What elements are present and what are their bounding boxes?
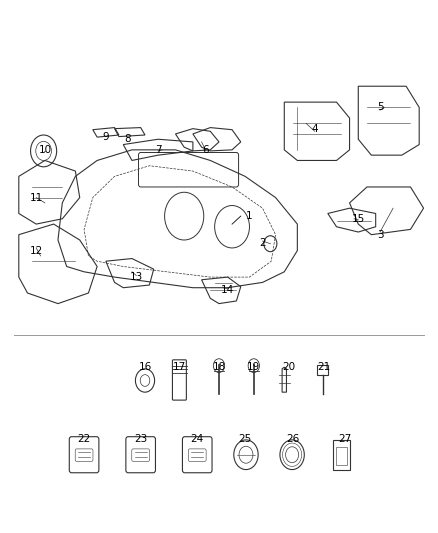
Text: 4: 4 (311, 124, 318, 134)
Text: 5: 5 (377, 102, 383, 112)
Text: 17: 17 (173, 362, 187, 372)
Text: 12: 12 (30, 246, 43, 256)
Text: 2: 2 (259, 238, 266, 248)
Text: 21: 21 (317, 362, 330, 372)
Text: 6: 6 (203, 145, 209, 155)
Text: 27: 27 (339, 434, 352, 444)
Text: 23: 23 (134, 434, 147, 444)
Text: 20: 20 (282, 362, 295, 372)
Text: 22: 22 (78, 434, 91, 444)
Text: 11: 11 (30, 192, 43, 203)
Text: 14: 14 (221, 285, 234, 295)
Text: 25: 25 (238, 434, 252, 444)
Text: 9: 9 (102, 132, 109, 142)
Text: 1: 1 (246, 211, 253, 221)
Text: 15: 15 (352, 214, 365, 224)
Text: 18: 18 (212, 362, 226, 372)
Text: 8: 8 (124, 134, 131, 144)
Text: 3: 3 (377, 230, 383, 240)
Text: 7: 7 (155, 145, 161, 155)
Text: 19: 19 (247, 362, 261, 372)
Text: 13: 13 (130, 272, 143, 282)
Text: 26: 26 (286, 434, 300, 444)
Text: 24: 24 (191, 434, 204, 444)
Text: 16: 16 (138, 362, 152, 372)
Text: 10: 10 (39, 145, 52, 155)
